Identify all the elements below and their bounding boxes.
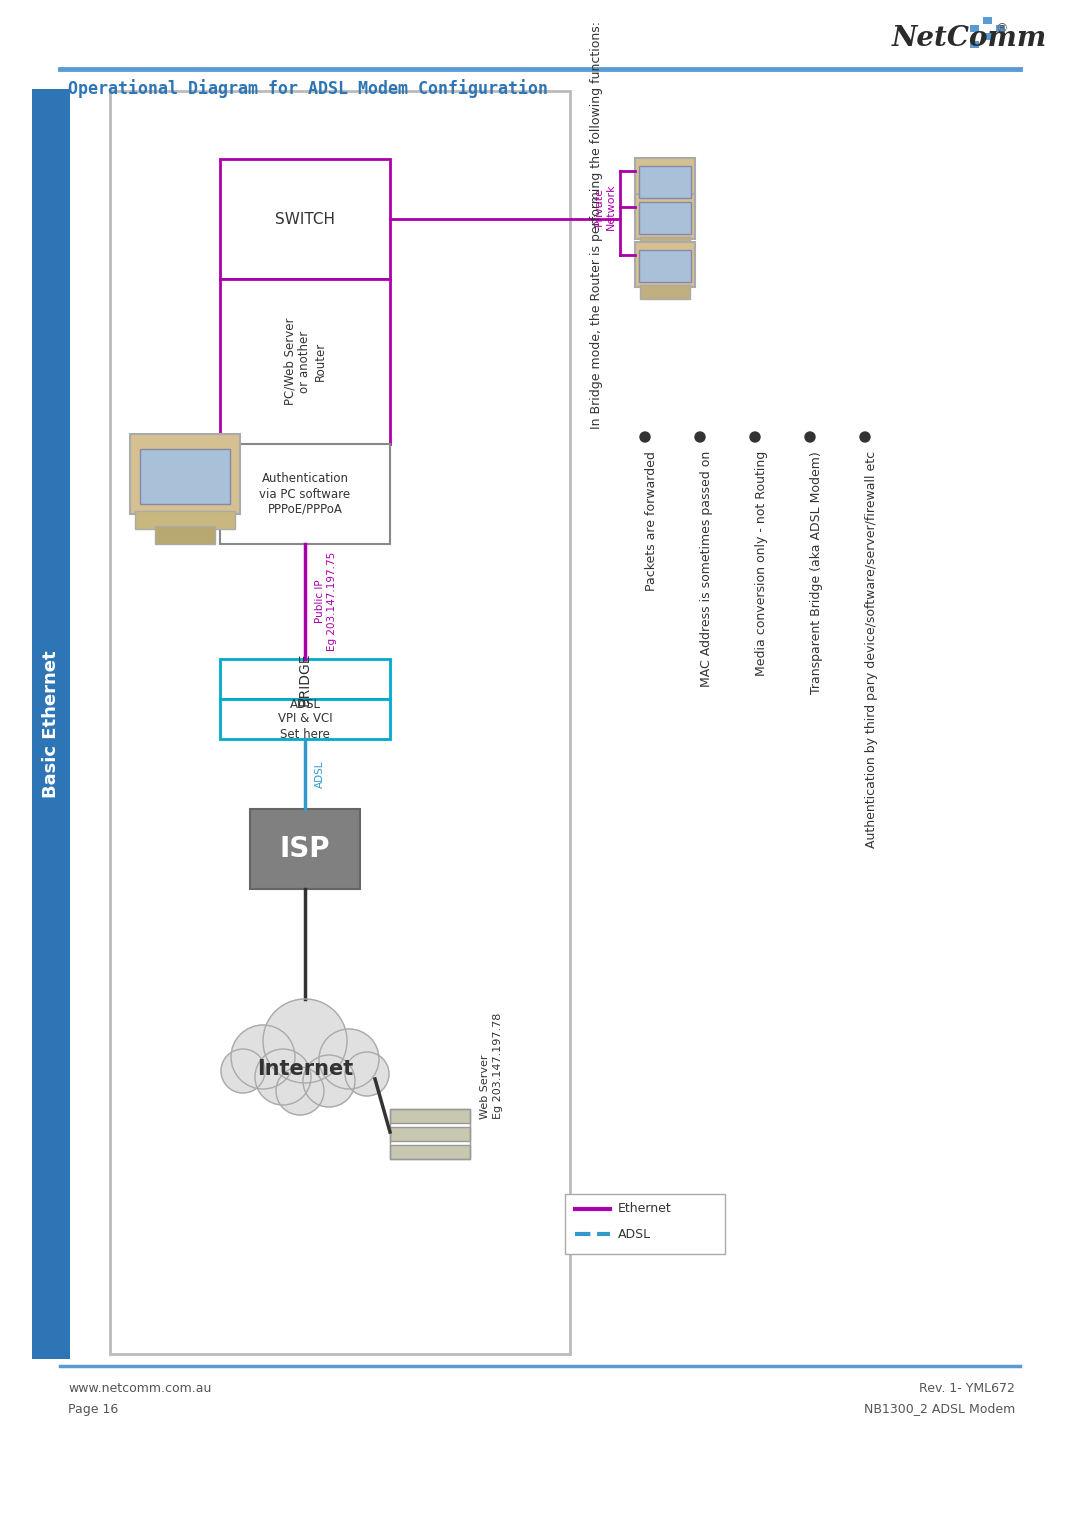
FancyBboxPatch shape — [32, 89, 70, 1359]
Text: Ethernet: Ethernet — [618, 1202, 672, 1216]
Text: ISP: ISP — [280, 835, 330, 862]
Circle shape — [750, 433, 760, 442]
Text: Authentication by third pary device/software/server/firewall etc: Authentication by third pary device/soft… — [865, 451, 878, 849]
Circle shape — [805, 433, 815, 442]
Text: Internet: Internet — [257, 1060, 353, 1079]
Circle shape — [303, 1055, 355, 1107]
FancyBboxPatch shape — [639, 167, 691, 197]
FancyBboxPatch shape — [390, 1145, 470, 1159]
Text: NB1300_2 ADSL Modem: NB1300_2 ADSL Modem — [864, 1402, 1015, 1416]
FancyBboxPatch shape — [970, 41, 978, 47]
Text: Private
Network: Private Network — [594, 183, 616, 231]
Circle shape — [276, 1067, 324, 1115]
Text: BRIDGE: BRIDGE — [298, 653, 312, 706]
FancyBboxPatch shape — [220, 659, 390, 699]
Circle shape — [696, 433, 705, 442]
FancyBboxPatch shape — [639, 251, 691, 281]
Circle shape — [221, 1049, 265, 1093]
FancyBboxPatch shape — [983, 17, 993, 24]
Text: ADSL: ADSL — [315, 760, 325, 787]
Text: Eg 203.147.197.78: Eg 203.147.197.78 — [492, 1012, 503, 1119]
FancyBboxPatch shape — [635, 242, 696, 287]
FancyBboxPatch shape — [390, 1109, 470, 1122]
Text: Web Server: Web Server — [480, 1055, 490, 1119]
FancyBboxPatch shape — [249, 809, 360, 888]
FancyBboxPatch shape — [635, 157, 696, 203]
FancyBboxPatch shape — [135, 511, 235, 529]
Text: Packets are forwarded: Packets are forwarded — [645, 451, 658, 590]
Text: Media conversion only - not Routing: Media conversion only - not Routing — [755, 451, 768, 676]
Circle shape — [231, 1024, 295, 1089]
FancyBboxPatch shape — [220, 159, 390, 278]
Text: NetComm: NetComm — [892, 26, 1048, 52]
Text: Basic Ethernet: Basic Ethernet — [42, 650, 60, 798]
FancyBboxPatch shape — [996, 24, 1005, 32]
Circle shape — [640, 433, 650, 442]
Circle shape — [860, 433, 870, 442]
Text: Eg 203.147.197.75: Eg 203.147.197.75 — [327, 552, 337, 651]
FancyBboxPatch shape — [640, 200, 690, 216]
FancyBboxPatch shape — [220, 278, 390, 443]
Text: MAC Address is sometimes passed on: MAC Address is sometimes passed on — [700, 451, 713, 687]
Circle shape — [319, 1029, 379, 1089]
Text: Public IP: Public IP — [315, 579, 325, 624]
Text: Page 16: Page 16 — [68, 1402, 118, 1416]
FancyBboxPatch shape — [220, 699, 390, 739]
Text: SWITCH: SWITCH — [275, 211, 335, 226]
FancyBboxPatch shape — [640, 237, 690, 251]
Text: Operational Diagram for ADSL Modem Configuration: Operational Diagram for ADSL Modem Confi… — [68, 80, 548, 98]
Text: Transparent Bridge (aka ADSL Modem): Transparent Bridge (aka ADSL Modem) — [810, 451, 823, 694]
FancyBboxPatch shape — [140, 450, 230, 505]
Circle shape — [255, 1049, 311, 1105]
FancyBboxPatch shape — [635, 194, 696, 239]
Text: www.netcomm.com.au: www.netcomm.com.au — [68, 1382, 212, 1396]
FancyBboxPatch shape — [220, 443, 390, 544]
FancyBboxPatch shape — [565, 1194, 725, 1254]
FancyBboxPatch shape — [970, 24, 978, 32]
FancyBboxPatch shape — [983, 34, 993, 40]
FancyBboxPatch shape — [390, 1127, 470, 1141]
Circle shape — [345, 1052, 389, 1096]
Text: Authentication
via PC software
PPPoE/PPPoA: Authentication via PC software PPPoE/PPP… — [259, 472, 351, 515]
FancyBboxPatch shape — [110, 92, 570, 1355]
Text: ®: ® — [995, 23, 1008, 35]
Text: PC/Web Server
or another
Router: PC/Web Server or another Router — [283, 318, 326, 405]
Text: ADSL
VPI & VCI
Set here: ADSL VPI & VCI Set here — [278, 697, 333, 740]
Text: In Bridge mode, the Router is performing the following functions:: In Bridge mode, the Router is performing… — [590, 21, 603, 430]
Circle shape — [264, 998, 347, 1083]
FancyBboxPatch shape — [156, 526, 215, 544]
Text: ADSL: ADSL — [618, 1228, 651, 1240]
Text: Rev. 1- YML672: Rev. 1- YML672 — [919, 1382, 1015, 1396]
FancyBboxPatch shape — [639, 202, 691, 234]
FancyBboxPatch shape — [130, 434, 240, 514]
FancyBboxPatch shape — [640, 284, 690, 300]
